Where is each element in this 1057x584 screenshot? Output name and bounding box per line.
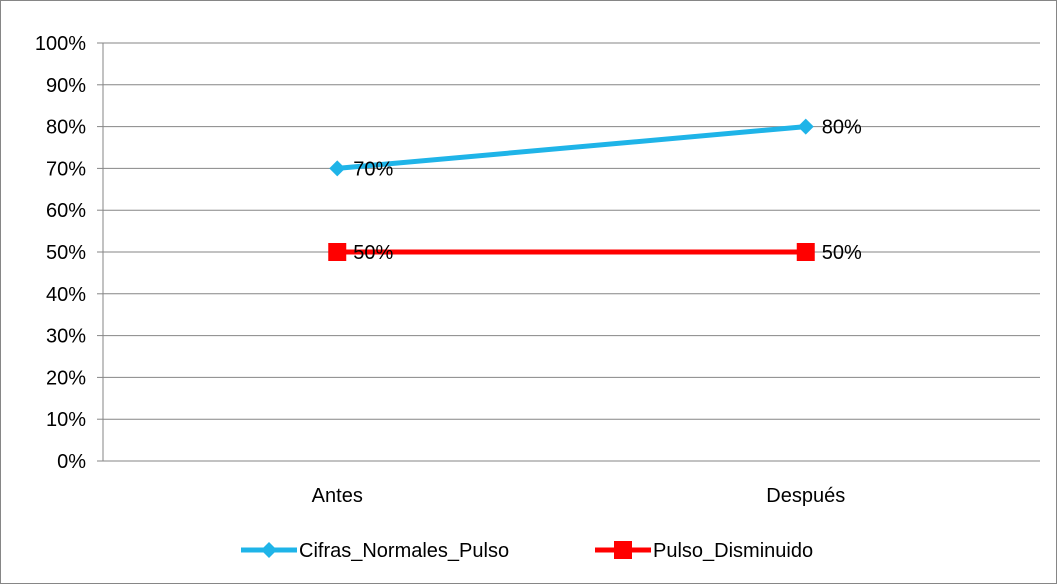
x-axis-tick-labels: Antes Después bbox=[312, 485, 846, 507]
y-tick-label: 20% bbox=[46, 367, 86, 389]
data-label: 50% bbox=[822, 242, 862, 264]
x-tick-label: Antes bbox=[312, 485, 363, 507]
y-tick-label: 100% bbox=[35, 33, 86, 55]
y-tick-label: 10% bbox=[46, 409, 86, 431]
legend-label: Pulso_Disminuido bbox=[653, 540, 813, 562]
y-tick-label: 30% bbox=[46, 326, 86, 348]
series-line bbox=[337, 124, 806, 171]
data-label: 50% bbox=[353, 242, 393, 264]
y-tick-label: 90% bbox=[46, 75, 86, 97]
y-tick-label: 80% bbox=[46, 117, 86, 139]
legend-marker bbox=[261, 542, 277, 558]
axes bbox=[102, 43, 1040, 462]
legend: Cifras_Normales_Pulso Pulso_Disminuido bbox=[241, 540, 813, 562]
data-labels: 70% 80% 50% 50% bbox=[353, 117, 862, 264]
legend-marker bbox=[614, 541, 632, 559]
series-Cifras_Normales_Pulso bbox=[329, 118, 814, 177]
legend-item: Pulso_Disminuido bbox=[595, 540, 813, 562]
legend-label: Cifras_Normales_Pulso bbox=[299, 540, 509, 562]
y-tick-label: 40% bbox=[46, 284, 86, 306]
x-tick-label: Después bbox=[766, 485, 845, 507]
series-Pulso_Disminuido bbox=[328, 243, 815, 261]
data-point bbox=[796, 243, 815, 261]
y-tick-label: 60% bbox=[46, 200, 86, 222]
y-tick-label: 0% bbox=[57, 451, 86, 473]
data-point bbox=[329, 160, 346, 177]
data-label: 80% bbox=[822, 117, 862, 139]
data-label: 70% bbox=[353, 158, 393, 180]
series-layer bbox=[328, 118, 815, 261]
y-tick-label: 70% bbox=[46, 158, 86, 180]
data-point bbox=[797, 118, 814, 135]
legend-item: Cifras_Normales_Pulso bbox=[241, 540, 509, 562]
data-point bbox=[328, 243, 347, 261]
y-axis-tick-labels: 0% 10% 20% 30% 40% 50% 60% 70% 80% 90% 100% bbox=[35, 33, 86, 473]
y-tick-label: 50% bbox=[46, 242, 86, 264]
